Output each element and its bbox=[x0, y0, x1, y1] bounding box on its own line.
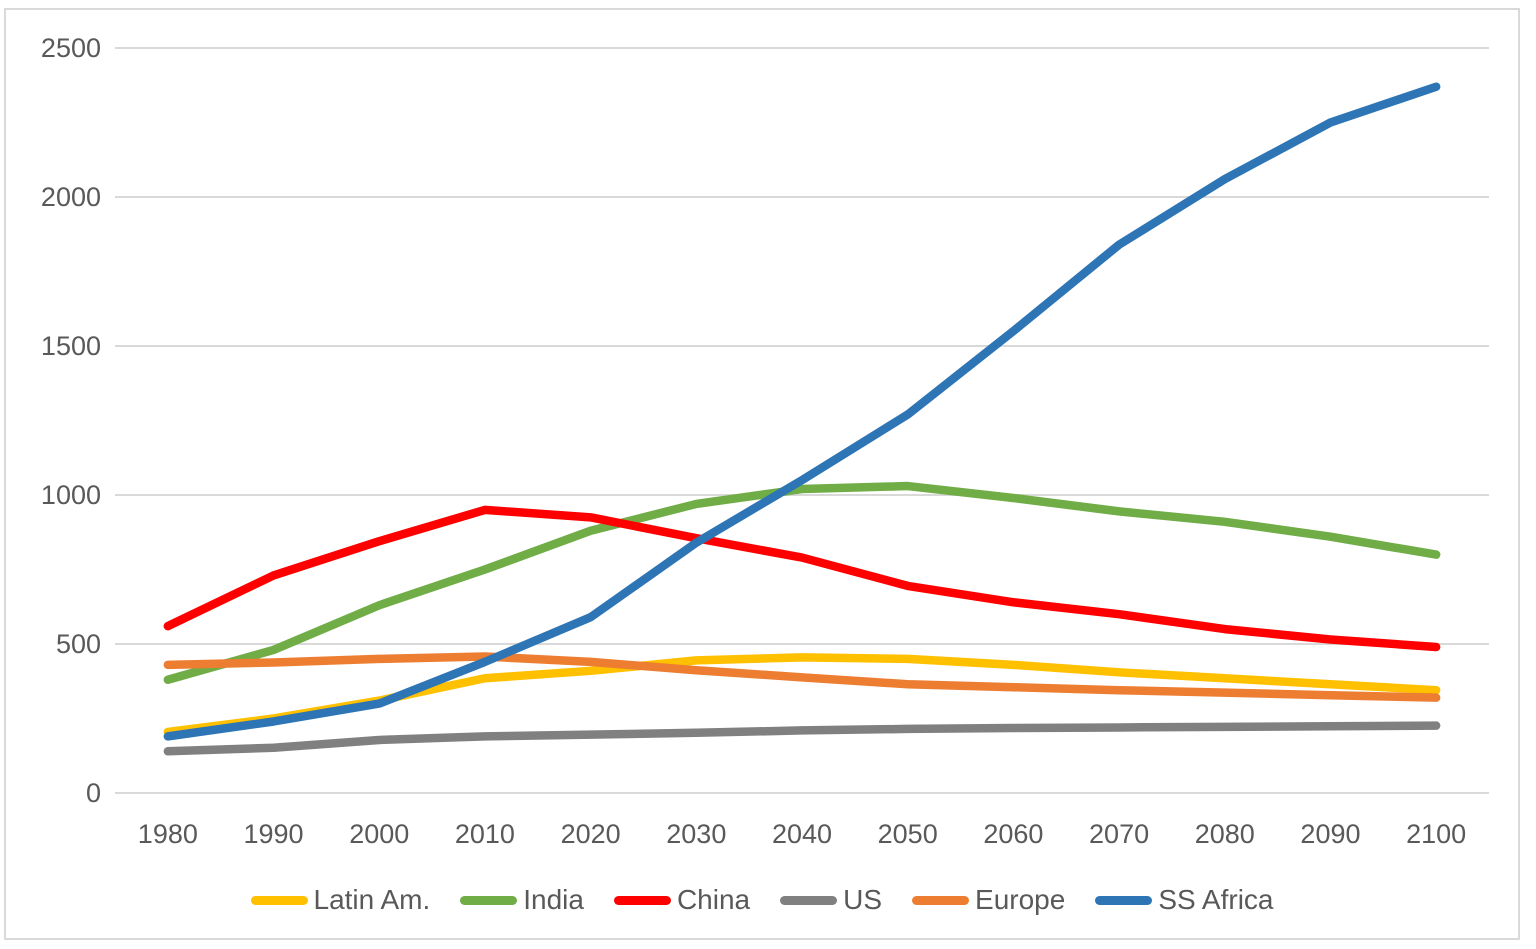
series-line-china[interactable] bbox=[163, 505, 1441, 652]
y-axis-tick-label: 500 bbox=[56, 629, 101, 659]
legend-label: SS Africa bbox=[1158, 884, 1274, 915]
series-line-europe[interactable] bbox=[163, 652, 1441, 702]
legend-label: Latin Am. bbox=[313, 884, 431, 915]
y-axis-tick-label: 1500 bbox=[41, 331, 101, 361]
x-axis-tick-label: 1980 bbox=[138, 819, 198, 849]
chart-legend: Latin Am. India China US Europe SS Afric… bbox=[6, 882, 1518, 918]
legend-item-ss-africa[interactable]: SS Africa bbox=[1095, 882, 1274, 918]
x-axis-tick-label: 2100 bbox=[1406, 819, 1466, 849]
legend-label: Europe bbox=[975, 884, 1066, 915]
x-axis-tick-label: 2010 bbox=[455, 819, 515, 849]
chart-container: 0 500 1000 1500 2000 2500 1980 1990 2000 2010 2020… bbox=[4, 8, 1520, 940]
x-axis-tick-label: 1990 bbox=[243, 819, 303, 849]
y-axis-tick-label: 2000 bbox=[41, 182, 101, 212]
y-axis-tick-label: 1000 bbox=[41, 480, 101, 510]
x-axis-tick-label: 2020 bbox=[561, 819, 621, 849]
y-axis-tick-label: 2500 bbox=[41, 33, 101, 63]
x-axis-tick-label: 2070 bbox=[1089, 819, 1149, 849]
legend-item-india[interactable]: India bbox=[460, 882, 584, 918]
x-axis-tick-label: 2060 bbox=[983, 819, 1043, 849]
legend-swatch-ss-africa-icon bbox=[1095, 895, 1153, 905]
legend-swatch-us-icon bbox=[780, 895, 838, 905]
legend-item-china[interactable]: China bbox=[613, 882, 751, 918]
x-axis-tick-label: 2050 bbox=[878, 819, 938, 849]
x-axis-tick-label: 2090 bbox=[1300, 819, 1360, 849]
legend-swatch-europe-icon bbox=[912, 895, 970, 905]
legend-item-latin-am[interactable]: Latin Am. bbox=[250, 882, 431, 918]
x-axis-tick-label: 2040 bbox=[772, 819, 832, 849]
x-axis-tick-label: 2080 bbox=[1195, 819, 1255, 849]
legend-swatch-latin-am-icon bbox=[250, 895, 308, 905]
legend-label: India bbox=[523, 884, 584, 915]
legend-item-us[interactable]: US bbox=[780, 882, 882, 918]
legend-swatch-china-icon bbox=[613, 895, 671, 905]
series-line-ss-africa[interactable] bbox=[163, 82, 1441, 741]
x-axis-tick-label: 2030 bbox=[666, 819, 726, 849]
legend-label: US bbox=[843, 884, 883, 915]
series-line-us[interactable] bbox=[163, 721, 1441, 756]
y-axis-tick-label: 0 bbox=[86, 778, 101, 808]
legend-item-europe[interactable]: Europe bbox=[912, 882, 1065, 918]
legend-swatch-india-icon bbox=[460, 895, 518, 905]
x-axis-tick-label: 2000 bbox=[349, 819, 409, 849]
series-line-india[interactable] bbox=[163, 481, 1441, 685]
line-chart: 0 500 1000 1500 2000 2500 1980 1990 2000 2010 2020… bbox=[41, 33, 1489, 849]
legend-label: China bbox=[676, 884, 751, 915]
